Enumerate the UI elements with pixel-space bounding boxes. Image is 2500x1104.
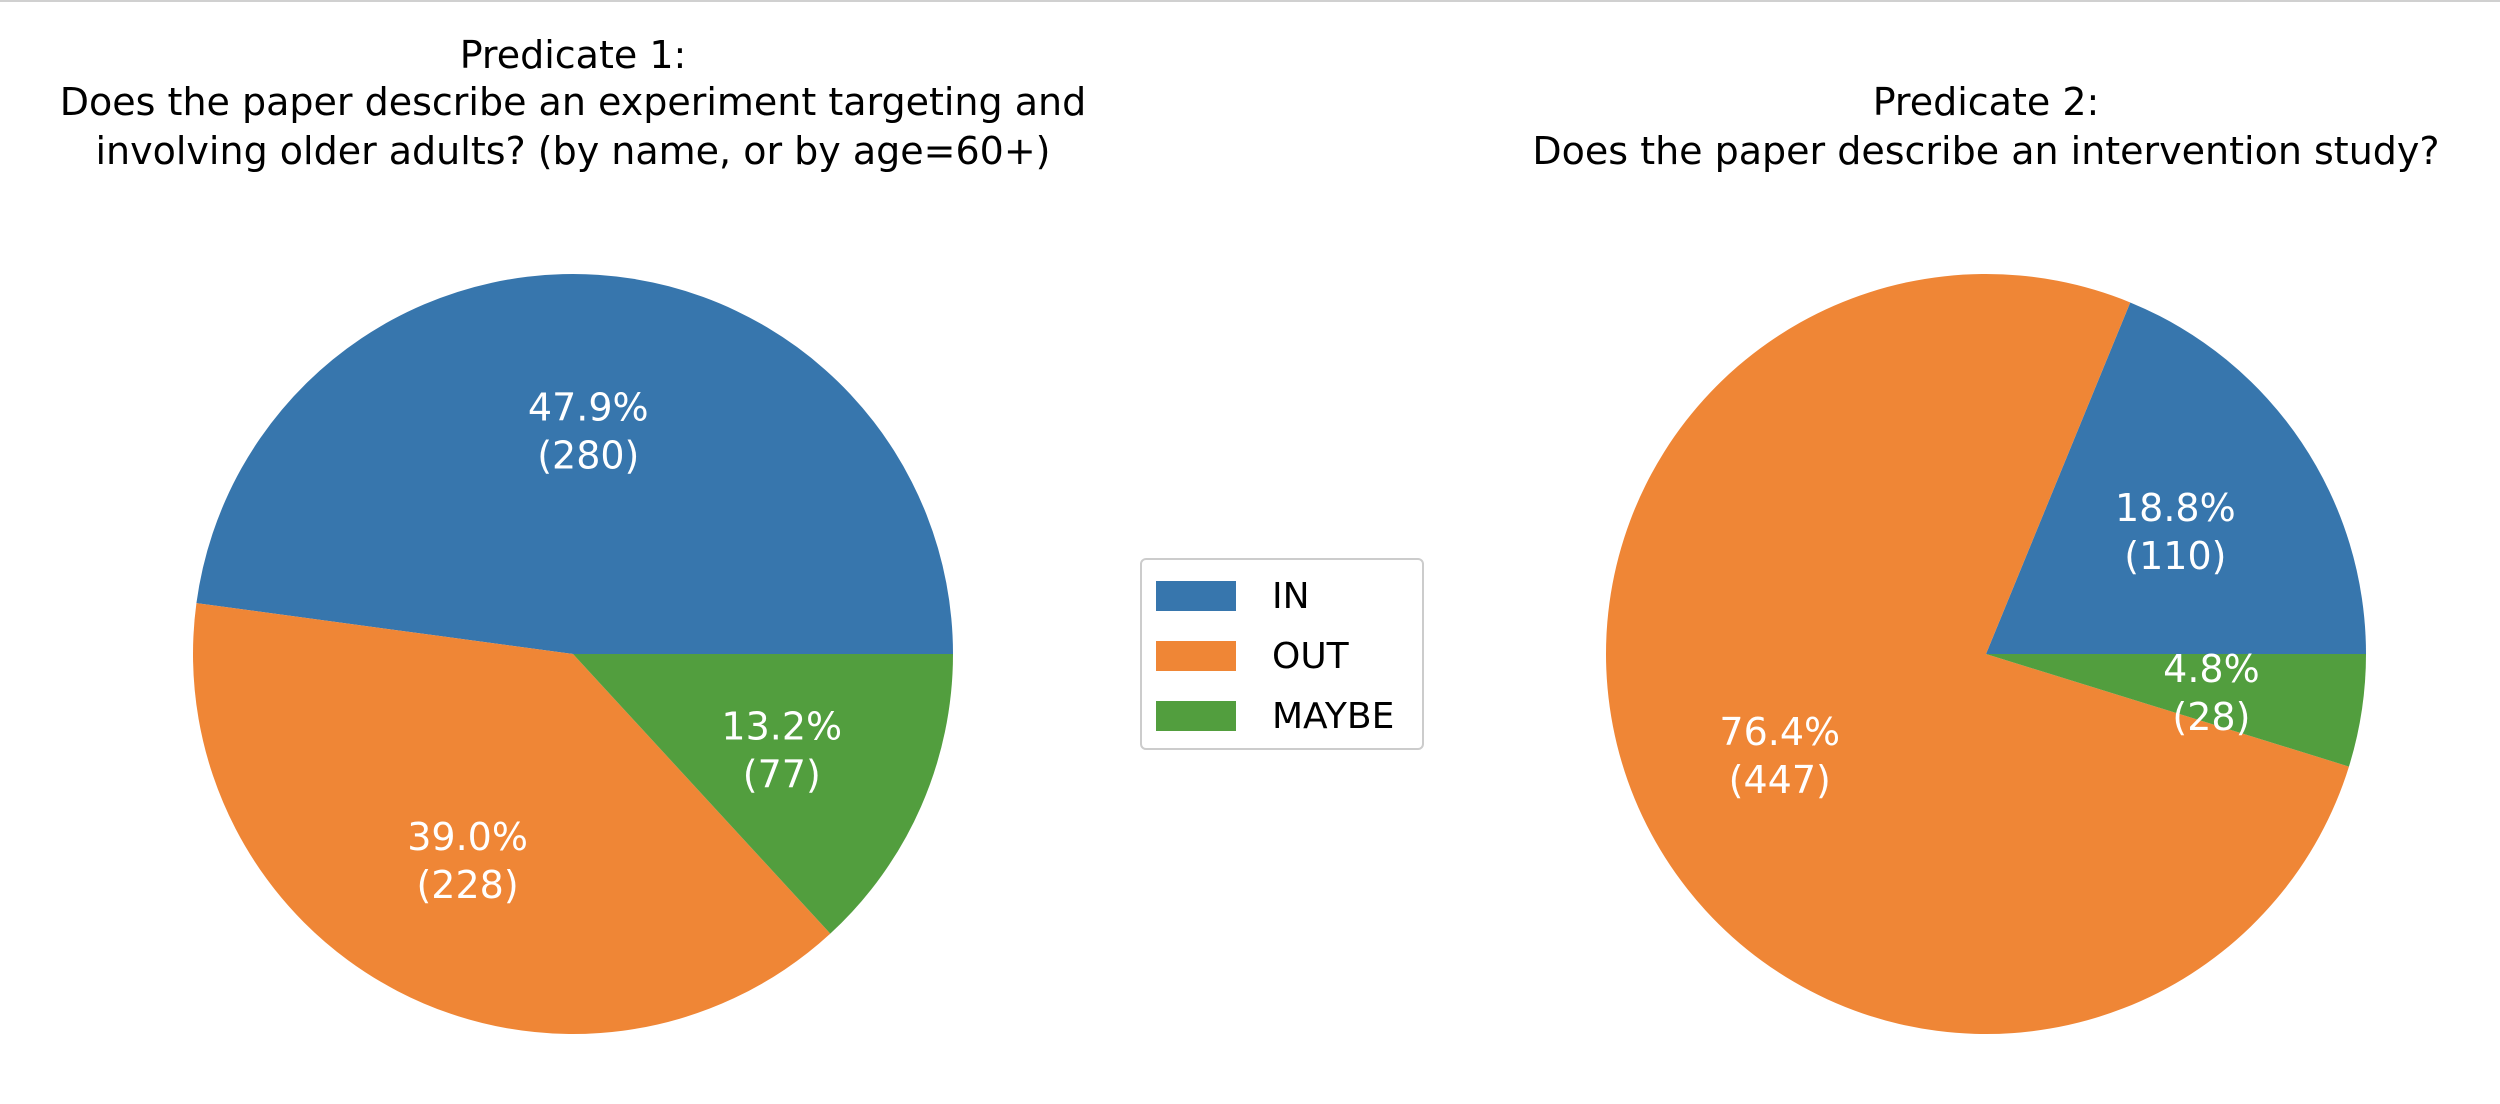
pie1-percent-label-maybe: 13.2% (721, 705, 842, 749)
legend-item-in: IN (1156, 575, 1310, 617)
pie2-slice-maybe (1986, 654, 2366, 767)
legend-label-in: IN (1272, 575, 1310, 617)
pie1-percent-label-out: 39.0% (407, 815, 528, 859)
pie2-percent-label-out: 76.4% (1719, 710, 1840, 754)
pie1-slice-maybe (573, 654, 954, 934)
legend-label-maybe: MAYBE (1272, 695, 1395, 737)
legend-swatch-in (1156, 581, 1236, 611)
pie2-count-label-out: (447) (1729, 758, 1831, 802)
pie1-count-label-maybe: (77) (743, 753, 821, 797)
legend-swatch-out (1156, 641, 1236, 671)
pie2-title-line-2: Does the paper describe an intervention … (1532, 129, 2439, 173)
pie1-title-line-1: Predicate 1: (460, 33, 687, 77)
pie1-count-label-in: (280) (537, 434, 639, 478)
pie1-slices (193, 274, 954, 1035)
pie2-slice-in (1986, 302, 2366, 654)
legend-label-out: OUT (1272, 635, 1349, 677)
top-border (0, 0, 2500, 2)
legend: IN OUT MAYBE (1140, 558, 1424, 750)
pie2-count-label-in: (110) (2124, 534, 2226, 578)
pie1-count-label-out: (228) (416, 863, 518, 907)
pie1-percent-label-in: 47.9% (528, 386, 649, 430)
pie1-title-line-3: involving older adults? (by name, or by … (96, 129, 1051, 173)
pie2-percent-label-maybe: 4.8% (2163, 647, 2260, 691)
legend-item-out: OUT (1156, 635, 1349, 677)
pie1-title-line-2: Does the paper describe an experiment ta… (60, 80, 1086, 124)
legend-swatch-maybe (1156, 701, 1236, 731)
pie2-labels: 18.8%(110) 76.4%(447) 4.8%(28) (1719, 486, 2259, 802)
pie2-percent-label-in: 18.8% (2115, 486, 2236, 530)
pie2-slice-out (1605, 273, 2349, 1034)
legend-item-maybe: MAYBE (1156, 695, 1395, 737)
pie1-slice-in (196, 274, 953, 654)
pie2-slices (1605, 273, 2366, 1034)
pie1-labels: 47.9%(280) 39.0%(228) 13.2%(77) (407, 386, 842, 908)
pie1-slice-out (193, 603, 831, 1035)
pie2-title-line-1: Predicate 2: (1873, 80, 2100, 124)
pie2-count-label-maybe: (28) (2172, 695, 2250, 739)
